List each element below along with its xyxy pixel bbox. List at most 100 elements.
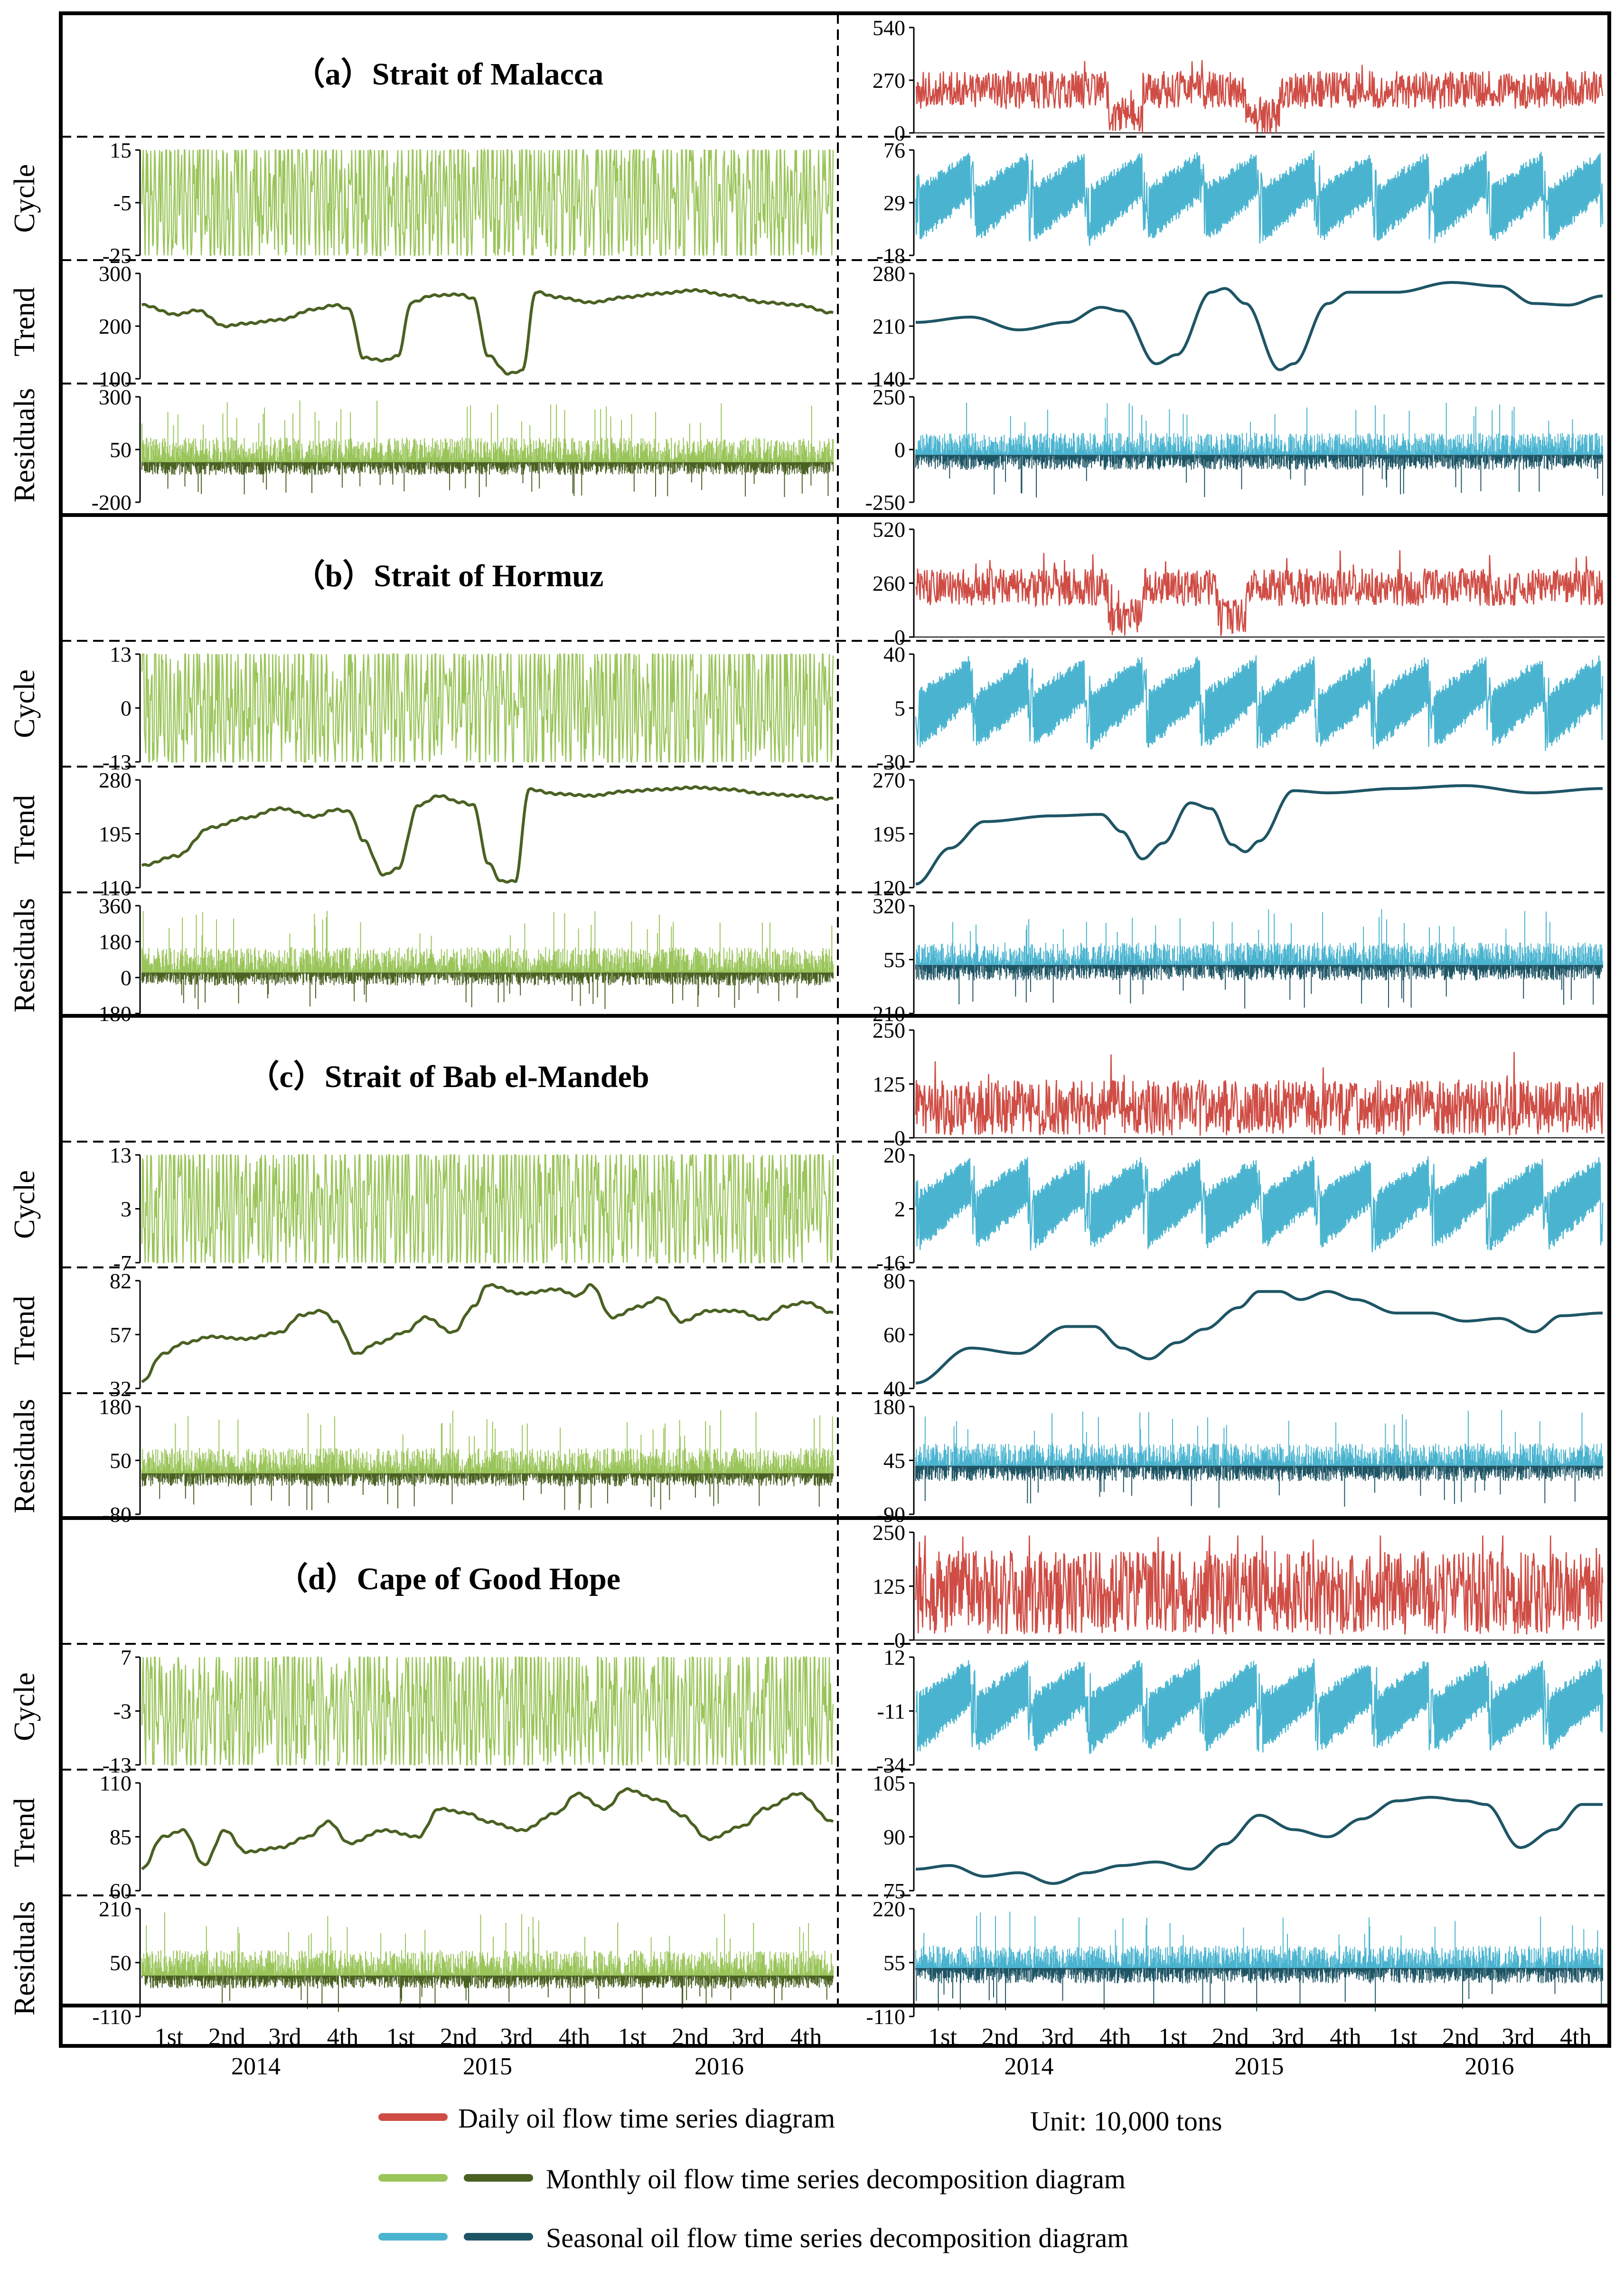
y-tick-label: -110 bbox=[866, 2005, 905, 2029]
y-tick-label: 50 bbox=[110, 438, 131, 462]
y-tick-label: 55 bbox=[883, 1951, 905, 1975]
y-tick-label: 80 bbox=[883, 1269, 905, 1293]
daily-plot: 250 125 0 bbox=[873, 1520, 1605, 1652]
y-tick-label: 60 bbox=[883, 1323, 905, 1347]
trend-series-line bbox=[141, 288, 834, 376]
trend-seasonal-plot: 105 90 75 bbox=[873, 1771, 1603, 1903]
y-tick-label: 40 bbox=[883, 1377, 905, 1401]
y-tick-label: 50 bbox=[110, 1951, 131, 1975]
panel-hormuz: （b）Strait of Hormuz 520 260 0 13 0 -13 40 5 -30 Cy… bbox=[9, 517, 1605, 1026]
y-tick-label: 0 bbox=[894, 1126, 905, 1150]
year-label: 2016 bbox=[695, 2053, 744, 2080]
y-tick-label: 220 bbox=[873, 1897, 905, 1921]
y-tick-label: -90 bbox=[876, 1502, 905, 1527]
legend-label-seasonal: Seasonal oil flow time series decomposit… bbox=[546, 2222, 1128, 2253]
residual-bars-up bbox=[141, 400, 834, 462]
y-tick-label: 110 bbox=[100, 876, 131, 900]
row-label: Residuals bbox=[9, 1399, 41, 1513]
trend-series-line bbox=[915, 281, 1603, 371]
y-tick-label: 0 bbox=[121, 966, 131, 990]
trend-series-line bbox=[141, 1787, 834, 1870]
residual-bars-down bbox=[915, 1968, 1603, 2012]
y-tick-label: 195 bbox=[99, 822, 131, 846]
y-tick-label: 540 bbox=[873, 16, 905, 40]
y-tick-label: 13 bbox=[110, 1143, 131, 1167]
y-tick-label: 180 bbox=[99, 1395, 131, 1419]
y-tick-label: 260 bbox=[873, 572, 905, 596]
trend-seasonal-plot: 80 60 40 bbox=[883, 1269, 1603, 1401]
trend-series-line bbox=[915, 1796, 1603, 1885]
y-tick-label: 85 bbox=[110, 1825, 131, 1849]
y-tick-label: -200 bbox=[92, 490, 131, 515]
y-tick-label: 0 bbox=[121, 696, 131, 721]
outer-frame bbox=[59, 11, 1611, 2048]
y-tick-label: 20 bbox=[883, 1143, 905, 1167]
y-tick-label: 210 bbox=[99, 1897, 131, 1921]
legend: Daily oil flow time series diagram Unit:… bbox=[378, 2103, 1222, 2253]
y-tick-label: 300 bbox=[99, 385, 131, 409]
row-label: Trend bbox=[9, 287, 41, 356]
y-tick-label: -180 bbox=[92, 1002, 131, 1026]
y-tick-label: 76 bbox=[883, 138, 905, 162]
cycle-seasonal-plot: 20 2 -16 bbox=[876, 1143, 1604, 1275]
year-label: 2014 bbox=[231, 2053, 281, 2080]
residual-bars-up bbox=[915, 1912, 1603, 1968]
y-tick-label: 0 bbox=[894, 1628, 905, 1652]
daily-series-line bbox=[915, 1535, 1604, 1635]
residual-bars-up bbox=[141, 1912, 834, 1976]
legend-monthly: Monthly oil flow time series decompositi… bbox=[378, 2164, 1126, 2194]
y-tick-label: -110 bbox=[92, 2005, 131, 2029]
y-tick-label: 3 bbox=[121, 1197, 131, 1221]
trend-seasonal-plot: 270 195 120 bbox=[873, 768, 1603, 900]
residuals-monthly-plot: 210 50 -110 bbox=[92, 1897, 834, 2029]
y-tick-label: 0 bbox=[894, 121, 905, 145]
daily-series-line bbox=[915, 550, 1604, 636]
y-tick-label: -34 bbox=[876, 1753, 905, 1777]
cycle-series-line bbox=[915, 150, 1604, 246]
cycle-seasonal-plot: 76 29 -18 bbox=[876, 138, 1604, 268]
row-label: Residuals bbox=[9, 388, 41, 502]
residuals-monthly-plot: 360 180 0 -180 bbox=[92, 894, 834, 1026]
y-tick-label: 40 bbox=[883, 642, 905, 666]
row-label: Residuals bbox=[9, 898, 41, 1013]
legend-label-monthly: Monthly oil flow time series decompositi… bbox=[546, 2164, 1126, 2194]
y-tick-label: 55 bbox=[883, 948, 905, 972]
row-label: Residuals bbox=[9, 1901, 41, 2016]
y-tick-label: 270 bbox=[873, 768, 905, 792]
y-tick-label: 110 bbox=[100, 1771, 131, 1795]
cycle-series-line bbox=[141, 148, 834, 258]
cycle-seasonal-plot: 40 5 -30 bbox=[876, 642, 1604, 774]
residuals-seasonal-plot: 320 55 -210 bbox=[865, 894, 1603, 1026]
y-tick-label: 57 bbox=[110, 1323, 131, 1347]
y-tick-label: -25 bbox=[103, 244, 131, 268]
residual-bars-up bbox=[915, 909, 1603, 965]
panel-title: （d）Cape of Good Hope bbox=[277, 1561, 620, 1596]
trend-monthly-plot: 280 195 110 bbox=[99, 768, 834, 900]
residuals-seasonal-plot: 180 45 -90 bbox=[873, 1395, 1603, 1527]
row-label: Cycle bbox=[9, 164, 41, 233]
trend-monthly-plot: 82 57 32 bbox=[110, 1269, 834, 1401]
trend-series-line bbox=[141, 1283, 834, 1383]
row-label: Trend bbox=[9, 795, 41, 864]
y-tick-label: 13 bbox=[110, 642, 131, 666]
y-tick-label: 15 bbox=[110, 138, 131, 162]
panel-malacca: （a）Strait of Malacca 540 270 0 15 -5 -25 76 29 -1… bbox=[9, 16, 1605, 515]
residual-bars-down bbox=[141, 972, 834, 1009]
y-tick-label: 60 bbox=[110, 1879, 131, 1903]
y-tick-label: 7 bbox=[121, 1645, 131, 1669]
strait-panels: （a）Strait of Malacca540270015-5-257629-1… bbox=[9, 16, 1605, 2029]
y-tick-label: 5 bbox=[894, 696, 905, 721]
y-tick-label: 32 bbox=[110, 1377, 131, 1401]
y-tick-label: 0 bbox=[894, 625, 905, 649]
trend-monthly-plot: 300 200 100 bbox=[99, 262, 834, 391]
row-label: Trend bbox=[9, 1296, 41, 1365]
y-tick-label: 250 bbox=[873, 1018, 905, 1042]
y-tick-label: -13 bbox=[103, 1753, 131, 1777]
panel-good-hope: （d）Cape of Good Hope 250 125 0 7 -3 -13 12 -11 -3… bbox=[9, 1520, 1605, 2029]
panel-title: （c）Strait of Bab el-Mandeb bbox=[248, 1059, 649, 1094]
y-tick-label: 125 bbox=[873, 1575, 905, 1599]
y-tick-label: 300 bbox=[99, 262, 131, 286]
daily-series-line bbox=[916, 60, 1604, 133]
